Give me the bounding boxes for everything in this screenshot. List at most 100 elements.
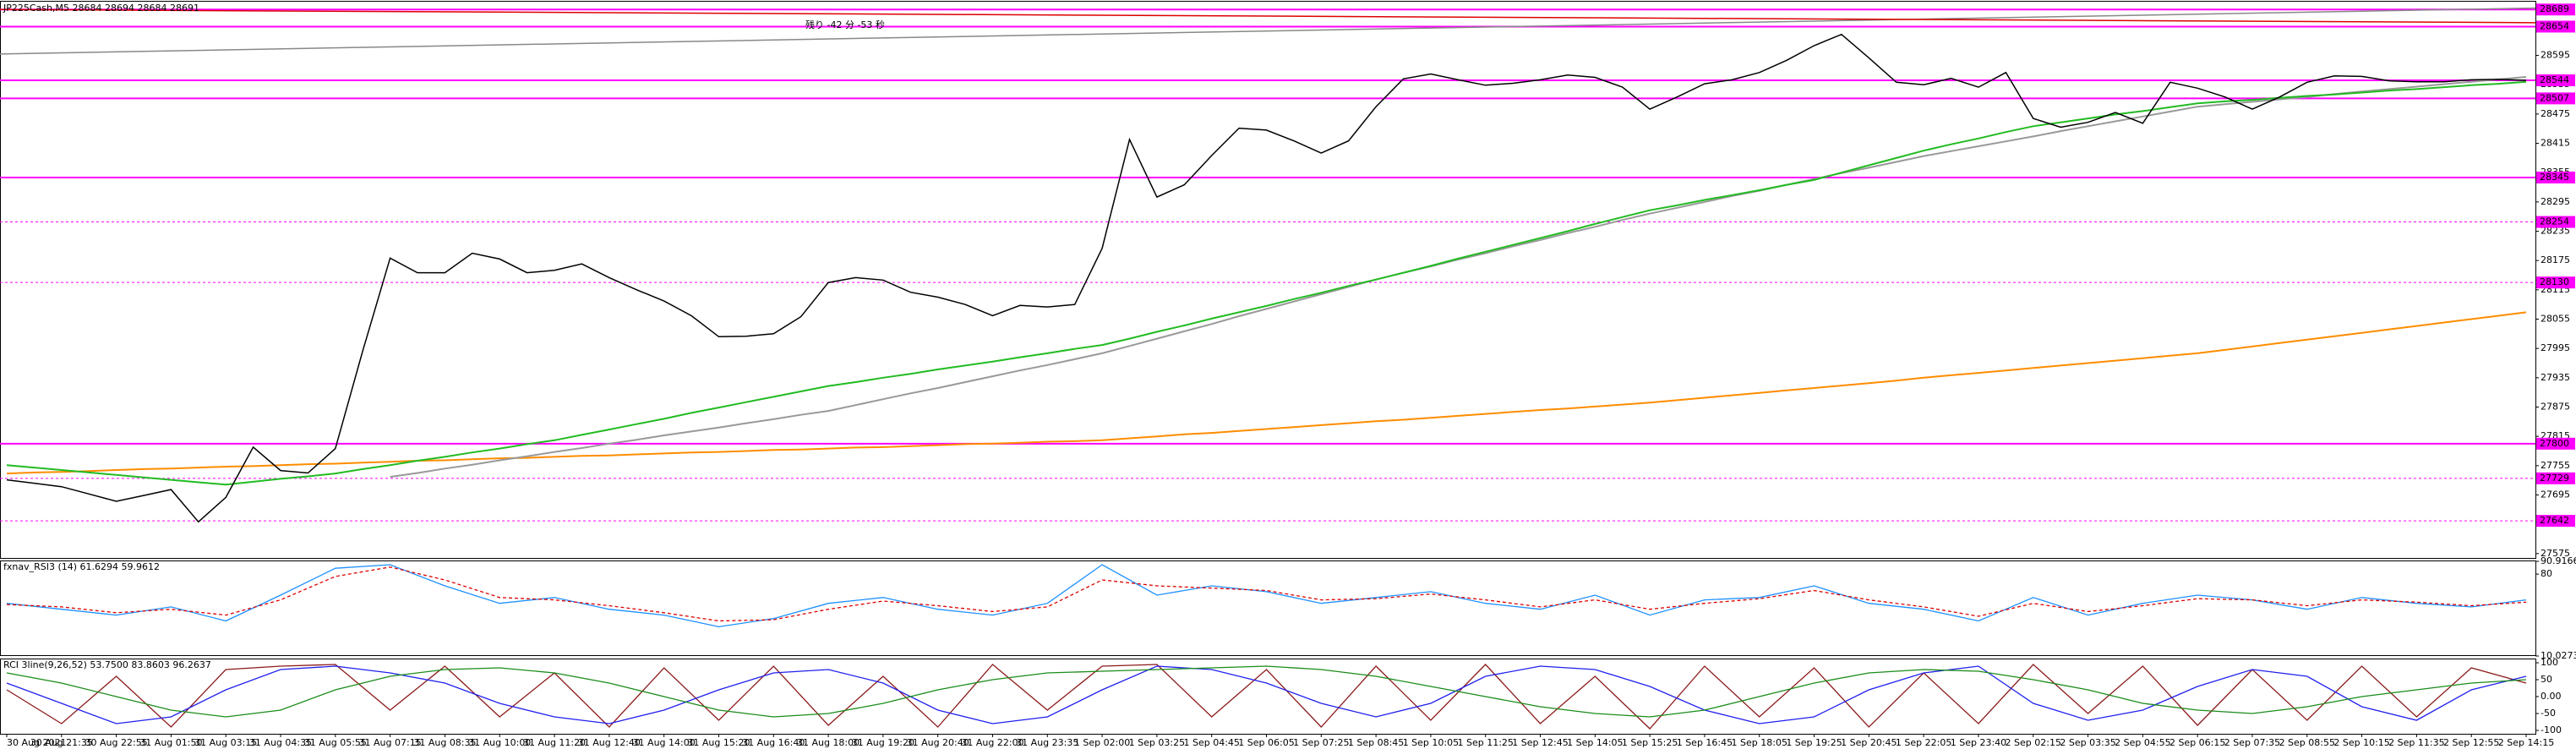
level-label: 28689 bbox=[2540, 3, 2569, 14]
y-tick-label: 28595 bbox=[2541, 50, 2570, 61]
y-tick-label: 28235 bbox=[2541, 226, 2570, 237]
x-tick-label: 31 Aug 14:00 bbox=[633, 737, 696, 748]
x-tick-label: 31 Aug 23:35 bbox=[1016, 737, 1078, 748]
x-tick-label: 1 Sep 19:25 bbox=[1786, 737, 1842, 748]
x-tick-label: 1 Sep 07:25 bbox=[1293, 737, 1349, 748]
y-tick-label: -100 bbox=[2541, 724, 2562, 735]
level-label: 28544 bbox=[2540, 74, 2569, 85]
x-tick-label: 1 Sep 10:05 bbox=[1403, 737, 1459, 748]
x-tick-label: 1 Sep 20:45 bbox=[1841, 737, 1897, 748]
y-tick-label: 27755 bbox=[2541, 460, 2570, 471]
x-tick-label: 1 Sep 15:25 bbox=[1622, 737, 1678, 748]
level-label-box bbox=[2536, 92, 2575, 105]
level-label-box bbox=[2536, 3, 2575, 16]
x-tick-label: 1 Sep 03:25 bbox=[1129, 737, 1185, 748]
x-tick-label: 30 Aug 22:55 bbox=[85, 737, 148, 748]
x-tick-label: 31 Aug 22:00 bbox=[961, 737, 1023, 748]
series-line bbox=[6, 665, 2527, 724]
level-label-box bbox=[2536, 437, 2575, 450]
x-tick-label: 2 Sep 04:55 bbox=[2115, 737, 2170, 748]
y-tick-label: 27875 bbox=[2541, 401, 2570, 412]
x-tick-label: 31 Aug 03:15 bbox=[194, 737, 257, 748]
level-label-box bbox=[2536, 472, 2575, 484]
x-tick-label: 31 Aug 11:20 bbox=[523, 737, 586, 748]
y-tick-label: 50 bbox=[2541, 674, 2552, 685]
level-label: 28254 bbox=[2540, 216, 2569, 227]
y-tick-label: 0.00 bbox=[2541, 691, 2562, 702]
trendline bbox=[0, 7, 2535, 55]
level-label: 28507 bbox=[2540, 92, 2569, 103]
x-tick-label: 1 Sep 14:05 bbox=[1567, 737, 1623, 748]
level-label-box bbox=[2536, 74, 2575, 87]
x-tick-label: 2 Sep 06:15 bbox=[2169, 737, 2225, 748]
x-tick-label: 31 Aug 18:00 bbox=[797, 737, 860, 748]
series-line bbox=[6, 665, 2527, 718]
level-label: 28345 bbox=[2540, 172, 2569, 183]
y-tick-label: 28475 bbox=[2541, 108, 2570, 119]
x-tick-label: 31 Aug 04:35 bbox=[249, 737, 312, 748]
level-label-box bbox=[2536, 216, 2575, 228]
x-tick-label: 1 Sep 11:25 bbox=[1457, 737, 1513, 748]
series-line bbox=[6, 664, 2527, 730]
x-tick-label: 1 Sep 18:05 bbox=[1732, 737, 1787, 748]
level-label: 27800 bbox=[2540, 438, 2569, 449]
x-tick-label: 31 Aug 19:20 bbox=[852, 737, 914, 748]
level-label: 28654 bbox=[2540, 20, 2569, 31]
x-tick-label: 2 Sep 03:35 bbox=[2060, 737, 2115, 748]
x-tick-label: 2 Sep 07:35 bbox=[2224, 737, 2280, 748]
series-line bbox=[6, 311, 2527, 475]
y-tick-label: 27995 bbox=[2541, 342, 2570, 353]
x-tick-label: 31 Aug 10:00 bbox=[468, 737, 531, 748]
x-tick-label: 31 Aug 16:40 bbox=[742, 737, 805, 748]
level-label: 27642 bbox=[2540, 515, 2569, 526]
panel-title: RCI 3line(9,26,52) 53.7500 83.8603 96.26… bbox=[3, 659, 211, 670]
x-tick-label: 31 Aug 15:20 bbox=[687, 737, 750, 748]
y-tick-label: 28295 bbox=[2541, 196, 2570, 207]
x-tick-label: 31 Aug 20:40 bbox=[907, 737, 969, 748]
x-tick-label: 31 Aug 01:50 bbox=[139, 737, 202, 748]
y-tick-label: 100 bbox=[2541, 657, 2558, 668]
trendline bbox=[0, 8, 2535, 24]
level-label-box bbox=[2536, 20, 2575, 33]
series-line bbox=[390, 76, 2527, 478]
x-tick-label: 1 Sep 06:05 bbox=[1238, 737, 1294, 748]
y-tick-label: 10.0273 bbox=[2541, 650, 2576, 661]
series-line bbox=[6, 566, 2527, 622]
main-panel-frame bbox=[0, 1, 2536, 559]
panel-title: JP225Cash,M5 28684 28694 28684 28691 bbox=[3, 3, 199, 14]
plot-layer: 2757527635276952775527815278752793527995… bbox=[0, 3, 2576, 748]
panel-title: fxnav_RSI3 (14) 61.6294 59.9612 bbox=[3, 561, 160, 572]
x-tick-label: 31 Aug 07:15 bbox=[359, 737, 422, 748]
y-tick-label: 90.9166 bbox=[2541, 555, 2576, 566]
y-tick-label: 27695 bbox=[2541, 489, 2570, 500]
x-tick-label: 1 Sep 08:45 bbox=[1348, 737, 1404, 748]
rsi-panel-frame bbox=[0, 560, 2536, 656]
x-tick-label: 1 Sep 23:40 bbox=[1951, 737, 2006, 748]
x-tick-label: 1 Sep 12:45 bbox=[1512, 737, 1568, 748]
x-tick-label: 31 Aug 12:40 bbox=[578, 737, 641, 748]
x-tick-label: 2 Sep 11:35 bbox=[2388, 737, 2444, 748]
x-tick-label: 31 Aug 05:55 bbox=[304, 737, 367, 748]
level-label: 28130 bbox=[2540, 276, 2569, 287]
series-line bbox=[6, 33, 2527, 523]
x-tick-label: 1 Sep 02:00 bbox=[1074, 737, 1130, 748]
y-tick-label: 27935 bbox=[2541, 372, 2570, 383]
x-tick-label: 2 Sep 10:15 bbox=[2333, 737, 2389, 748]
x-tick-label: 31 Aug 08:35 bbox=[413, 737, 476, 748]
annotation: 残り -42 分 -53 秒 bbox=[805, 19, 885, 30]
x-tick-label: 1 Sep 22:05 bbox=[1896, 737, 1951, 748]
y-tick-label: 27575 bbox=[2541, 548, 2570, 559]
y-tick-label: 80 bbox=[2541, 568, 2552, 579]
x-tick-label: 2 Sep 14:15 bbox=[2498, 737, 2554, 748]
y-tick-label: -50 bbox=[2541, 708, 2556, 719]
x-tick-label: 30 Aug 2021 bbox=[7, 737, 66, 748]
y-tick-label: 28415 bbox=[2541, 138, 2570, 149]
x-tick-label: 2 Sep 12:55 bbox=[2443, 737, 2499, 748]
x-tick-label: 1 Sep 04:45 bbox=[1183, 737, 1239, 748]
x-tick-label: 2 Sep 08:55 bbox=[2279, 737, 2335, 748]
x-tick-label: 1 Sep 16:45 bbox=[1677, 737, 1733, 748]
level-label-box bbox=[2536, 515, 2575, 528]
series-line bbox=[6, 564, 2527, 628]
